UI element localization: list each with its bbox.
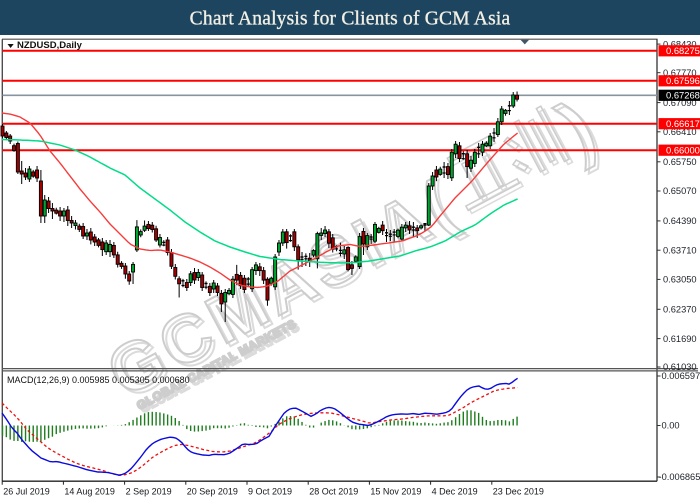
svg-text:0.68275: 0.68275 [666,45,700,56]
svg-text:0.67090: 0.67090 [663,98,697,108]
svg-text:0.63710: 0.63710 [663,245,697,255]
svg-text:0.00: 0.00 [662,421,680,431]
svg-text:0.61690: 0.61690 [663,334,697,344]
svg-text:4 Dec 2019: 4 Dec 2019 [432,487,478,497]
svg-text:0.66000: 0.66000 [666,145,700,156]
svg-text:0.67770: 0.67770 [663,68,697,78]
svg-text:0.66617: 0.66617 [666,118,700,129]
svg-text:26 Jul 2019: 26 Jul 2019 [3,487,50,497]
svg-text:28 Oct 2019: 28 Oct 2019 [309,487,358,497]
svg-text:0.006597: 0.006597 [662,371,700,381]
svg-text:2 Sep 2019: 2 Sep 2019 [126,487,172,497]
svg-text:0.62370: 0.62370 [663,305,697,315]
svg-text:0.65750: 0.65750 [663,157,697,167]
svg-text:20 Sep 2019: 20 Sep 2019 [187,487,238,497]
svg-text:14 Aug 2019: 14 Aug 2019 [64,487,115,497]
svg-text:15 Nov 2019: 15 Nov 2019 [370,487,421,497]
svg-text:Chart Analysis for Clients of: Chart Analysis for Clients of GCM Asia [190,9,511,30]
svg-text:0.65070: 0.65070 [663,186,697,196]
svg-text:0.66410: 0.66410 [663,127,697,137]
svg-text:MACD(12,26,9) 0.005985 0.00530: MACD(12,26,9) 0.005985 0.005305 0.000680 [7,375,190,385]
svg-text:0.67268: 0.67268 [666,90,700,101]
svg-text:NZDUSD,Daily: NZDUSD,Daily [17,40,83,51]
svg-text:9 Oct 2019: 9 Oct 2019 [248,487,292,497]
svg-text:0.63050: 0.63050 [663,275,697,285]
svg-text:23 Dec 2019: 23 Dec 2019 [493,487,544,497]
svg-text:0.61030: 0.61030 [663,362,697,372]
svg-text:0.67596: 0.67596 [666,75,700,86]
svg-text:-0.006865: -0.006865 [659,472,700,482]
svg-text:0.64390: 0.64390 [663,216,697,226]
svg-text:0.68430: 0.68430 [663,39,697,49]
